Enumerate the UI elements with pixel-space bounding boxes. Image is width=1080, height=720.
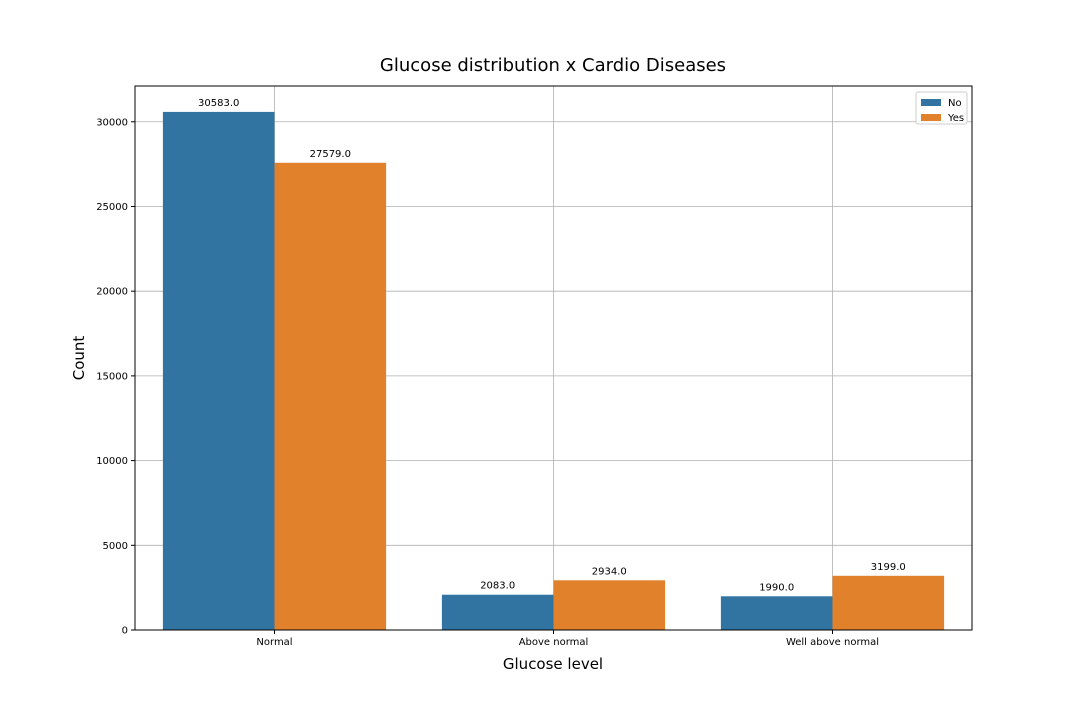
x-tick-label-2: Well above normal [786,637,879,648]
chart-title: Glucose distribution x Cardio Diseases [380,55,726,76]
bar-value-label-no-2: 1990.0 [759,582,794,593]
bars [162,111,945,630]
y-tick-label-2: 10000 [96,456,128,467]
legend-label-no: No [948,98,962,109]
y-tick-label-3: 15000 [96,371,128,382]
bar-no-2 [720,596,833,630]
y-tick-label-5: 25000 [96,202,128,213]
x-axis-label: Glucose level [503,655,603,673]
bar-yes-1 [553,580,666,630]
bar-value-label-no-0: 30583.0 [198,98,239,109]
legend: No Yes [915,91,968,125]
bar-value-labels: 30583.0 2083.0 1990.0 27579.0 2934.0 3199.0 [198,98,906,593]
legend-label-yes: Yes [947,113,964,124]
bar-value-label-yes-2: 3199.0 [871,562,906,573]
bar-yes-2 [832,575,945,630]
bar-value-label-yes-0: 27579.0 [310,149,351,160]
y-tick-label-0: 0 [122,626,128,637]
bar-no-1 [441,594,554,630]
y-tick-label-6: 30000 [96,117,128,128]
y-tick-label-4: 20000 [96,287,128,298]
bar-yes-0 [274,162,387,630]
y-axis-label: Count [70,336,88,381]
bar-no-0 [162,111,275,630]
axis-ticks: 0 5000 10000 15000 20000 25000 30000 Normal Abov… [96,117,879,648]
x-tick-label-1: Above normal [519,637,589,648]
y-tick-label-1: 5000 [103,541,128,552]
legend-swatch-yes [921,114,941,121]
legend-swatch-no [921,99,941,106]
bar-value-label-yes-1: 2934.0 [592,566,627,577]
bar-value-label-no-1: 2083.0 [480,581,515,592]
x-tick-label-0: Normal [256,637,292,648]
